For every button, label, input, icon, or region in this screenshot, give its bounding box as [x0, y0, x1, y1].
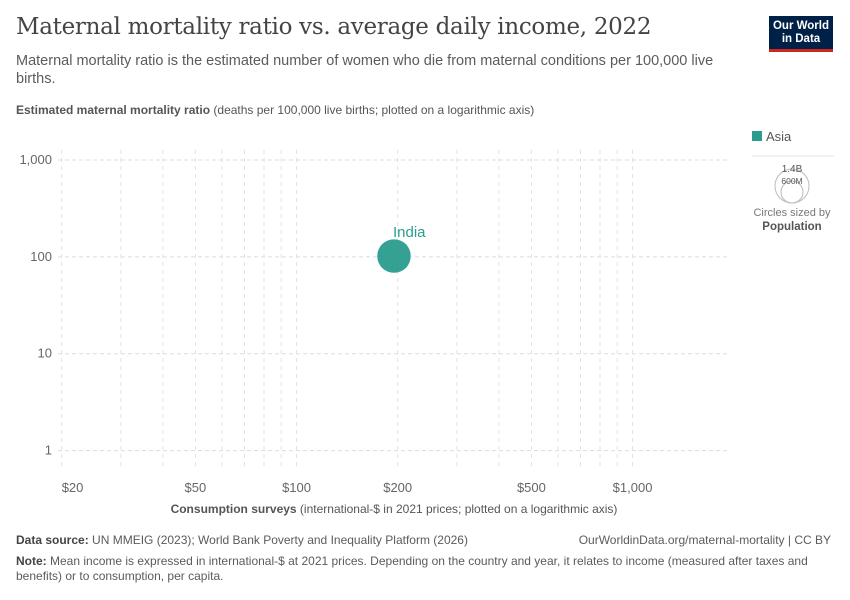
logo-line1: Our World [772, 20, 829, 32]
x-tick-label: $50 [185, 480, 207, 495]
size-legend-large-label: 1.4B [782, 164, 803, 175]
size-legend-caption: Circles sized by [753, 207, 831, 219]
note-label: Note: [16, 554, 47, 568]
source-url[interactable]: OurWorldinData.org/maternal-mortality | … [578, 533, 831, 547]
y-axis-label-bold: Estimated maternal mortality ratio [16, 103, 211, 117]
source-label: Data source: [16, 533, 89, 547]
x-tick-label: $20 [62, 480, 84, 495]
legend-swatch-asia [752, 131, 762, 141]
source-text: UN MMEIG (2023); World Bank Poverty and … [88, 533, 468, 547]
data-source: Data source: UN MMEIG (2023); World Bank… [16, 533, 468, 547]
x-tick-label: $500 [517, 480, 546, 495]
y-axis-label-rest: (deaths per 100,000 live births; plotted… [210, 103, 535, 117]
size-legend-variable: Population [762, 221, 821, 233]
x-tick-label: $1,000 [613, 480, 653, 495]
legend-label-asia: Asia [766, 129, 792, 144]
size-legend-small-label: 600M [781, 176, 802, 186]
y-tick-label: 1,000 [19, 152, 52, 167]
logo-line2: in Data [781, 33, 821, 45]
note-text: Mean income is expressed in internationa… [16, 554, 808, 583]
chart-subtitle: Maternal mortality ratio is the estimate… [16, 53, 714, 87]
y-tick-label: 100 [30, 249, 52, 264]
y-tick-label: 10 [38, 346, 52, 361]
x-tick-label: $200 [383, 480, 412, 495]
x-axis-label-bold: Consumption surveys [171, 502, 297, 516]
x-axis-label-rest: (international-$ in 2021 prices; plotted… [297, 502, 618, 516]
chart-title: Maternal mortality ratio vs. average dai… [16, 14, 652, 40]
owid-logo[interactable]: Our World in Data [769, 16, 833, 52]
y-axis-label: Estimated maternal mortality ratio (deat… [16, 103, 534, 117]
note: Note: Mean income is expressed in intern… [16, 554, 816, 584]
size-legend-small-circle [780, 180, 804, 204]
y-tick-label: 1 [45, 443, 52, 458]
x-tick-label: $100 [282, 480, 311, 495]
data-point-india [376, 238, 412, 274]
x-axis-label: Consumption surveys (international-$ in … [171, 502, 618, 516]
point-label: India [393, 224, 426, 241]
